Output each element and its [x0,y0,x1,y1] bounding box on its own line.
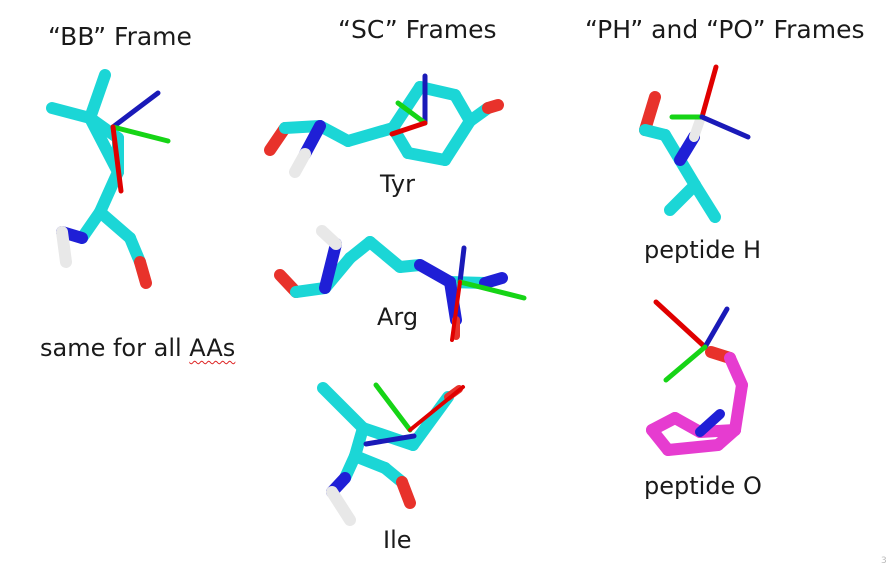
peptide-o-molecule [646,299,748,456]
arg-caption: Arg [377,303,419,331]
ile-caption: Ile [383,526,412,554]
tyr-molecule [264,73,504,178]
bb-frame-caption: same for all AAs [40,336,235,360]
bb-frame-header: “BB” Frame [48,22,192,51]
peptide-o-caption: peptide O [644,472,762,500]
bb-caption-prefix: same for all [40,334,190,362]
bb-caption-aas: AAs [189,334,236,362]
ile-molecule [317,382,465,526]
peptide-h-molecule [639,64,751,223]
ph-po-frames-header: “PH” and “PO” Frames [585,15,865,44]
bb-frame-molecule [46,69,171,289]
peptide-h-caption: peptide H [644,236,761,264]
sc-frames-header: “SC” Frames [338,15,497,44]
slide-number: 3 [881,556,887,566]
tyr-caption: Tyr [380,170,415,198]
arg-molecule [274,225,527,342]
